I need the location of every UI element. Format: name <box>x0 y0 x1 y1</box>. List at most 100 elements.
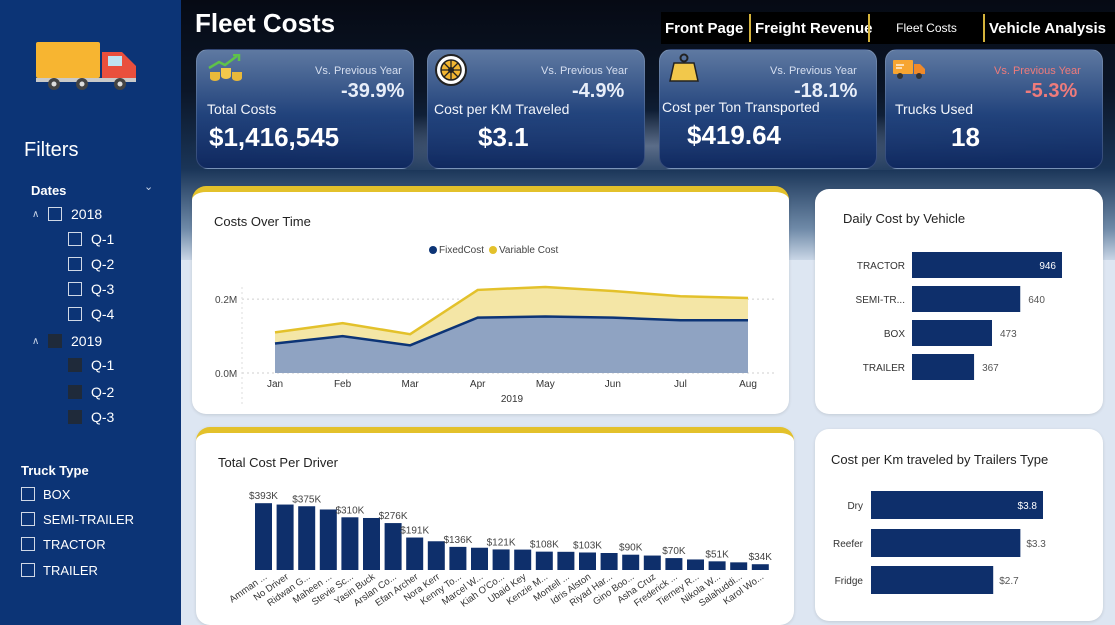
bar <box>871 491 1043 519</box>
kpi-cost-per-ton: Vs. Previous Year -18.1% Cost per Ton Tr… <box>659 49 877 169</box>
y-tick-label: 0.2M <box>215 295 237 306</box>
checkbox[interactable] <box>21 487 35 501</box>
date-filter-item[interactable]: Q-3 <box>68 408 114 426</box>
bar <box>579 552 596 570</box>
chart-legend: FixedCost Variable Cost <box>429 245 559 256</box>
cost-per-km-by-trailer-card[interactable]: Cost per Km traveled by Trailers Type Dr… <box>815 429 1103 621</box>
date-filter-label: Q-3 <box>91 281 115 297</box>
kpi-label: Cost per KM Traveled <box>434 101 570 117</box>
nav-front-page[interactable]: Front Page <box>665 19 744 37</box>
checkbox[interactable] <box>68 257 82 271</box>
category-label: SEMI-TR... <box>856 295 905 306</box>
checkbox[interactable] <box>68 282 82 296</box>
chevron-up-icon[interactable]: ∧ <box>32 208 40 220</box>
checkbox[interactable] <box>21 563 35 577</box>
date-filter-item[interactable]: ∧ 2019 <box>32 332 102 350</box>
bar <box>665 558 683 570</box>
bar <box>276 504 294 570</box>
data-label: 473 <box>1000 329 1017 340</box>
date-filter-label: Q-1 <box>91 357 115 373</box>
truck-type-label: TRACTOR <box>43 536 106 552</box>
truck-type-option[interactable]: SEMI-TRAILER <box>21 510 134 528</box>
checkbox[interactable] <box>21 537 35 551</box>
weight-icon <box>669 53 699 82</box>
date-filter-item[interactable]: Q-1 <box>68 356 114 374</box>
truck-type-label: SEMI-TRAILER <box>43 511 135 527</box>
checkbox[interactable] <box>68 358 82 372</box>
kpi-vs-label: Vs. Previous Year <box>994 65 1081 77</box>
data-label: $70K <box>662 546 686 557</box>
date-filter-label: Q-4 <box>91 306 115 322</box>
legend-label-fixed: FixedCost <box>439 245 484 256</box>
chevron-down-icon[interactable]: ⌄ <box>144 181 154 193</box>
cost-per-km-by-trailer-chart: Dry $3.8 Reefer $3.3 Fridge $2.7 <box>833 491 1046 594</box>
kpi-change: -4.9% <box>572 80 625 102</box>
bar <box>600 553 618 570</box>
line-fixed-cost <box>274 315 748 347</box>
data-label: $34K <box>749 552 773 563</box>
date-filter-item[interactable]: Q-1 <box>68 230 114 248</box>
nav-freight-revenue[interactable]: Freight Revenue <box>755 19 873 37</box>
data-label: 946 <box>1039 261 1056 272</box>
data-label: $3.8 <box>1018 501 1038 512</box>
date-filter-item[interactable]: ∧ 2018 <box>32 205 102 223</box>
nav-fleet-costs[interactable]: Fleet Costs <box>896 21 957 35</box>
data-label: $136K <box>443 535 472 546</box>
date-filter-item[interactable]: Q-2 <box>68 255 114 273</box>
kpi-label: Cost per Ton Transported <box>662 99 820 115</box>
chart-title: Cost per Km traveled by Trailers Type <box>831 452 1049 467</box>
checkbox[interactable] <box>48 334 62 348</box>
bar <box>319 509 337 570</box>
checkbox[interactable] <box>68 307 82 321</box>
dates-filter-label: Dates <box>31 183 67 198</box>
date-filter-label: Q-2 <box>91 256 115 272</box>
checkbox[interactable] <box>48 207 62 221</box>
kpi-change: -5.3% <box>1025 80 1078 102</box>
bar <box>643 555 661 570</box>
checkbox[interactable] <box>68 232 82 246</box>
kpi-label: Total Costs <box>207 101 277 117</box>
truck-type-option[interactable]: TRAILER <box>21 561 98 579</box>
checkbox[interactable] <box>68 385 82 399</box>
daily-cost-by-vehicle-card[interactable]: Daily Cost by Vehicle TRACTOR 946 SEMI-TR.… <box>815 189 1103 414</box>
kpi-value: $3.1 <box>478 122 529 152</box>
data-label: 640 <box>1028 295 1045 306</box>
nav-vehicle-analysis[interactable]: Vehicle Analysis <box>989 19 1107 37</box>
area-fixed-cost <box>275 316 748 373</box>
bar <box>871 529 1021 557</box>
data-label: $375K <box>292 494 321 505</box>
data-label: $51K <box>705 549 729 560</box>
bar <box>492 549 510 570</box>
page-navigation: Front Page Freight Revenue Fleet Costs V… <box>661 12 1115 44</box>
data-label: $103K <box>573 540 602 551</box>
kpi-change: -18.1% <box>794 80 858 102</box>
checkbox[interactable] <box>68 410 82 424</box>
date-filter-label: Q-2 <box>91 384 115 400</box>
chevron-up-icon[interactable]: ∧ <box>32 335 40 347</box>
bar <box>730 562 748 570</box>
daily-cost-by-vehicle-chart: TRACTOR 946 SEMI-TR... 640 BOX 473 TRAILER 367 <box>856 252 1062 380</box>
x-tick-label: Feb <box>334 379 352 390</box>
truck-type-filter-label: Truck Type <box>21 463 89 478</box>
truck-type-option[interactable]: TRACTOR <box>21 535 106 553</box>
coins-growth-icon <box>208 54 242 81</box>
chart-title: Total Cost Per Driver <box>218 455 338 470</box>
bar <box>384 523 402 570</box>
date-filter-item[interactable]: Q-2 <box>68 383 114 401</box>
costs-over-time-card[interactable]: Costs Over Time FixedCost Variable Cost 0.… <box>192 186 789 414</box>
truck-type-option[interactable]: BOX <box>21 485 70 503</box>
date-filter-item[interactable]: Q-3 <box>68 280 114 298</box>
bar <box>298 506 316 570</box>
data-label: $310K <box>335 505 364 516</box>
truck-type-label: BOX <box>43 486 71 502</box>
filters-title: Filters <box>24 139 79 161</box>
kpi-value: $1,416,545 <box>209 122 340 152</box>
kpi-vs-label: Vs. Previous Year <box>541 65 628 77</box>
checkbox[interactable] <box>21 512 35 526</box>
x-tick-label: Jan <box>267 379 283 390</box>
bar <box>622 554 640 570</box>
total-cost-per-driver-card[interactable]: Total Cost Per Driver $393K Amman ... No D… <box>196 427 794 625</box>
data-label: $191K <box>400 526 429 537</box>
date-filter-item[interactable]: Q-4 <box>68 305 114 323</box>
bar <box>912 354 975 380</box>
